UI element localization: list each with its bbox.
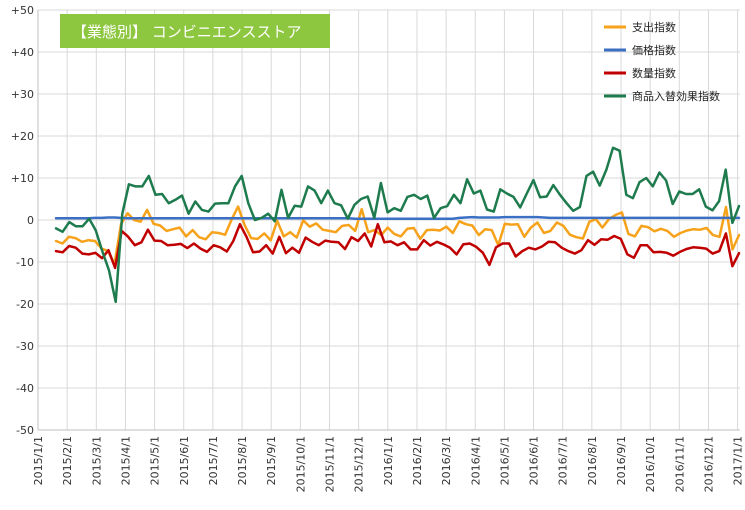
x-tick-label: 2015/6/1 bbox=[178, 436, 191, 485]
x-tick-label: 2015/9/1 bbox=[265, 436, 278, 485]
x-tick-label: 2016/10/1 bbox=[644, 436, 657, 492]
gridlines bbox=[37, 9, 740, 431]
y-tick-label: +30 bbox=[11, 88, 34, 101]
x-tick-label: 2015/8/1 bbox=[236, 436, 249, 485]
y-tick-label: -50 bbox=[16, 424, 34, 437]
x-tick-label: 2015/3/1 bbox=[90, 436, 103, 485]
y-tick-label: 0 bbox=[27, 214, 34, 227]
y-tick-label: +50 bbox=[11, 4, 34, 17]
x-tick-label: 2015/11/1 bbox=[324, 436, 337, 492]
series-line-2 bbox=[54, 222, 741, 270]
x-tick-label: 2016/9/1 bbox=[615, 436, 628, 485]
x-tick-label: 2016/4/1 bbox=[469, 436, 482, 485]
x-tick-label: 2015/1/1 bbox=[32, 436, 45, 485]
x-tick-label: 2015/4/1 bbox=[119, 436, 132, 485]
y-tick-label: +20 bbox=[11, 130, 34, 143]
series-line-1 bbox=[54, 215, 741, 220]
series-line-0 bbox=[54, 205, 741, 266]
chart-title-background bbox=[60, 14, 330, 48]
x-tick-label: 2016/5/1 bbox=[498, 436, 511, 485]
x-tick-label: 2016/6/1 bbox=[528, 436, 541, 485]
x-tick-label: 2016/7/1 bbox=[557, 436, 570, 485]
x-tick-label: 2015/2/1 bbox=[61, 436, 74, 485]
legend-label-1: 価格指数 bbox=[632, 43, 676, 57]
series-line-3 bbox=[54, 146, 741, 304]
x-axis-tick-labels: 2015/1/1 2015/2/1 2015/3/1 2015/4/1 2015/5/1… bbox=[32, 436, 745, 492]
series-lines bbox=[54, 146, 741, 304]
x-tick-label: 2016/11/1 bbox=[673, 436, 686, 492]
chart-title-box: 【業態別】 コンビニエンスストア bbox=[60, 14, 330, 48]
legend-label-2: 数量指数 bbox=[632, 66, 676, 80]
x-tick-label: 2015/7/1 bbox=[207, 436, 220, 485]
x-tick-label: 2015/12/1 bbox=[353, 436, 366, 492]
y-tick-label: +10 bbox=[11, 172, 34, 185]
x-tick-label: 2015/5/1 bbox=[149, 436, 162, 485]
x-tick-label: 2016/2/1 bbox=[411, 436, 424, 485]
x-tick-label: 2016/3/1 bbox=[440, 436, 453, 485]
y-axis-tick-labels: +50 +40 +30 +20 +10 0 -10 -20 -30 -40 -50 bbox=[11, 4, 34, 437]
y-tick-label: -30 bbox=[16, 340, 34, 353]
y-tick-label: -40 bbox=[16, 382, 34, 395]
y-tick-label: -10 bbox=[16, 256, 34, 269]
y-tick-label: +40 bbox=[11, 46, 34, 59]
legend-label-0: 支出指数 bbox=[632, 20, 676, 34]
x-tick-label: 2017/1/1 bbox=[732, 436, 745, 485]
x-tick-label: 2016/12/1 bbox=[702, 436, 715, 492]
y-tick-label: -20 bbox=[16, 298, 34, 311]
legend-label-3: 商品入替効果指数 bbox=[632, 89, 720, 103]
x-tick-label: 2016/1/1 bbox=[382, 436, 395, 485]
chart-title: 【業態別】 コンビニエンスストア bbox=[72, 23, 301, 41]
x-tick-label: 2015/10/1 bbox=[294, 436, 307, 492]
x-tick-label: 2016/8/1 bbox=[586, 436, 599, 485]
